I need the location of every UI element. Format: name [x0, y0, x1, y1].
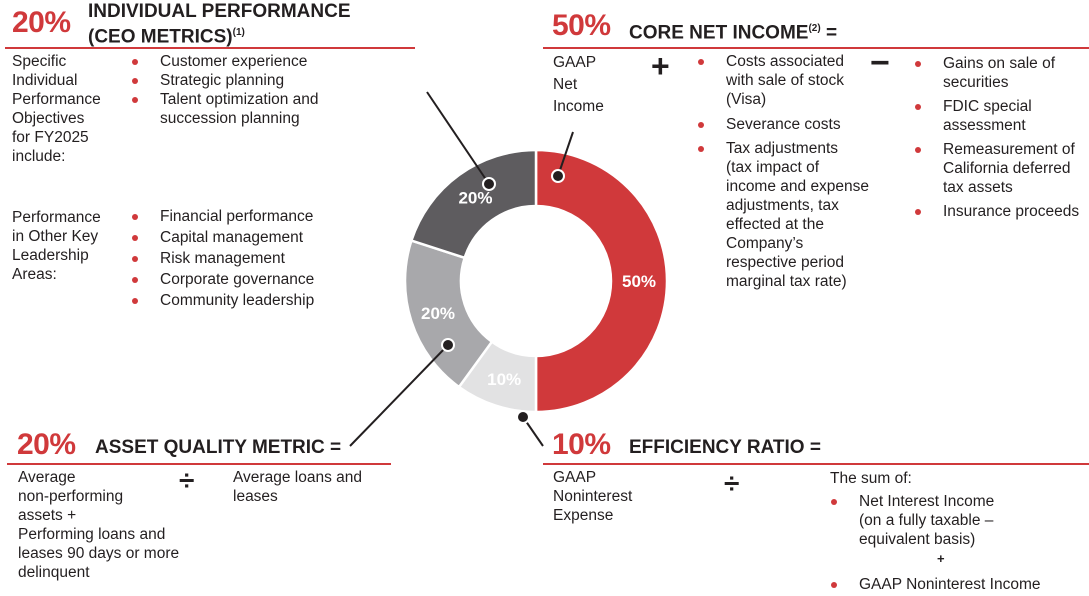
marker-dot-core	[551, 169, 565, 183]
list-item: Risk management	[132, 249, 314, 268]
individual-title-line1: INDIVIDUAL PERFORMANCE	[88, 1, 351, 22]
efficiency-divider	[543, 463, 1089, 465]
asset-divider	[7, 463, 391, 465]
core-additions-list: Costs associated with sale of stock (Visa)…	[698, 52, 898, 291]
efficiency-pct: 10%	[552, 428, 611, 461]
marker-dot-individual	[482, 177, 496, 191]
core-title: CORE NET INCOME(2) =	[629, 22, 838, 44]
list-item: Costs associated with sale of stock (Visa)	[698, 52, 898, 109]
list-item: Customer experience	[132, 52, 319, 71]
core-divider	[543, 47, 1089, 49]
core-pct: 50%	[552, 9, 611, 42]
list-item: Gains on sale of securities	[915, 54, 1089, 92]
list-item: GAAP Noninterest Income	[831, 575, 1081, 594]
list-item: Talent optimization and succession planni…	[132, 90, 319, 128]
efficiency-title: EFFICIENCY RATIO =	[629, 437, 821, 458]
marker-dot-efficiency	[516, 410, 530, 424]
objectives-list: Customer experience Strategic planning T…	[132, 52, 319, 128]
divide-icon: ÷	[179, 465, 195, 496]
asset-denominator: Average loans and leases	[233, 469, 362, 505]
donut-slice-individual-performance	[409, 148, 538, 260]
efficiency-numerator: GAAP Noninterest Expense	[553, 469, 633, 524]
objectives-label: Specific Individual Performance Objectiv…	[12, 53, 101, 165]
connector-individual	[426, 91, 490, 185]
divide-icon: ÷	[724, 468, 740, 499]
donut-label-individual-performance: 20%	[458, 189, 492, 208]
donut-slice-core-net-income	[534, 148, 669, 414]
individual-title-line2: (CEO METRICS)(1)	[88, 26, 245, 48]
list-item: Community leadership	[132, 291, 314, 310]
efficiency-sum-list: Net Interest Income (on a fully taxable –…	[831, 492, 1081, 549]
efficiency-sum-list-2: GAAP Noninterest Income	[831, 575, 1081, 594]
key-areas-list: Financial performance Capital management…	[132, 207, 314, 310]
list-item: Strategic planning	[132, 71, 319, 90]
asset-pct: 20%	[17, 428, 76, 461]
plus-icon: +	[937, 551, 945, 566]
individual-title: INDIVIDUAL PERFORMANCE (CEO METRICS)(1)	[88, 2, 351, 46]
asset-title: ASSET QUALITY METRIC =	[95, 437, 342, 458]
connector-asset	[349, 344, 449, 447]
donut-label-efficiency-ratio: 10%	[487, 370, 521, 389]
plus-icon: +	[651, 48, 670, 84]
list-item: FDIC special assessment	[915, 97, 1089, 135]
list-item: Insurance proceeds	[915, 202, 1089, 221]
list-item: Tax adjustments (tax impact of income and …	[698, 139, 898, 291]
core-subtractions-list: Gains on sale of securities FDIC special a…	[915, 54, 1089, 221]
list-item: Financial performance	[132, 207, 314, 226]
core-gaap-net-income: GAAP Net Income	[553, 54, 604, 115]
individual-pct: 20%	[12, 6, 71, 39]
individual-divider	[5, 47, 415, 49]
list-item: Remeasurement of California deferred tax a…	[915, 140, 1089, 197]
asset-numerator: Average non-performing assets + Performi…	[18, 469, 180, 581]
connector-core	[557, 131, 574, 177]
footnote-2: (2)	[808, 23, 821, 34]
list-item: Severance costs	[698, 115, 898, 134]
donut-label-asset-quality-metric: 20%	[421, 304, 455, 323]
minus-icon: −	[870, 44, 890, 82]
list-item: Net Interest Income (on a fully taxable –…	[831, 492, 1081, 549]
marker-dot-asset	[441, 338, 455, 352]
key-areas-label: Performance in Other Key Leadership Area…	[12, 209, 101, 283]
footnote-1: (1)	[232, 27, 245, 38]
efficiency-sum-label: The sum of:	[830, 470, 912, 487]
list-item: Corporate governance	[132, 270, 314, 289]
list-item: Capital management	[132, 228, 314, 247]
donut-label-core-net-income: 50%	[622, 272, 656, 291]
